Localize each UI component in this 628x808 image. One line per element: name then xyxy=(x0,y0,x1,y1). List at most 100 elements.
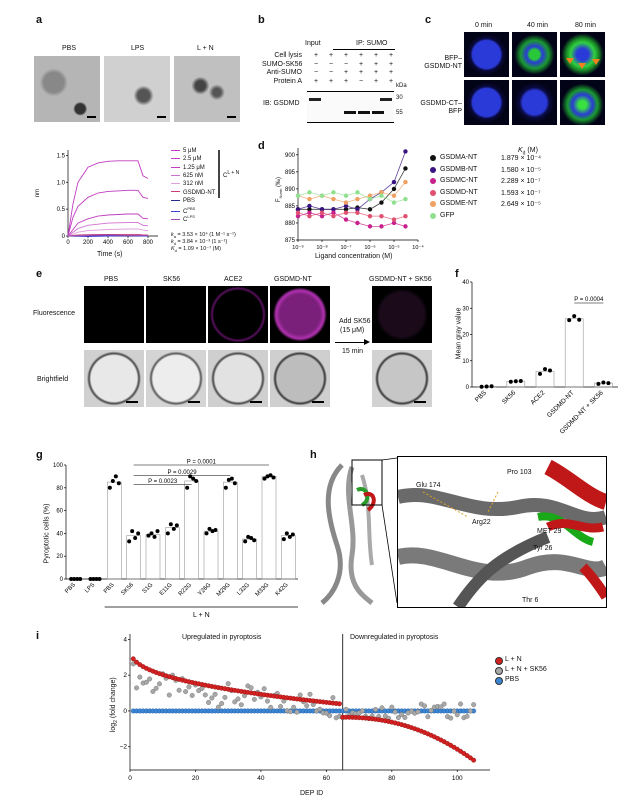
tick-label: 60 xyxy=(56,509,63,515)
col-pbs: PBS xyxy=(104,276,119,283)
tick-label: 1.0 xyxy=(57,180,66,186)
data-point xyxy=(319,213,325,219)
legend-marker xyxy=(495,677,503,685)
category-label: LPS xyxy=(84,582,96,594)
row-fluorescence: Fluorescence xyxy=(33,310,76,317)
em-image-pbs xyxy=(34,56,100,122)
tick-label: 80 xyxy=(388,775,396,782)
fluor-image xyxy=(84,286,144,343)
data-point xyxy=(606,381,611,386)
data-point-ln-sk56 xyxy=(373,706,378,712)
data-point xyxy=(307,213,312,219)
data-point-ln-sk56 xyxy=(304,703,310,709)
legend-item: CPBS xyxy=(171,206,195,215)
table-cell: − xyxy=(314,60,319,68)
data-point-ln-sk56 xyxy=(458,701,463,707)
tick-label: 885 xyxy=(285,204,296,210)
legend-label: PBS xyxy=(505,676,520,683)
chart-g-plot: 0 20 40 60 80 100 PBS LPS PBS SK56 S1G E11G R22G Y26G… xyxy=(53,460,298,619)
legend-marker xyxy=(495,667,503,675)
em-image-ln xyxy=(174,56,240,122)
data-point-ln xyxy=(337,701,342,707)
bar xyxy=(242,538,257,580)
category-label: SK56 xyxy=(120,582,135,597)
time-40: 40 min xyxy=(527,22,549,29)
micrograph xyxy=(560,80,605,125)
data-point xyxy=(343,203,349,209)
legend-kd-value: 2.289 × 10⁻⁷ xyxy=(501,178,541,185)
legend-swatch xyxy=(171,174,180,176)
fit-line xyxy=(297,191,406,203)
data-point xyxy=(319,210,325,215)
data-point xyxy=(343,193,349,198)
data-point xyxy=(246,534,251,539)
tick-label: 80 xyxy=(56,486,63,492)
em-label-ln: L + N xyxy=(197,45,214,52)
brightfield-image xyxy=(270,350,330,407)
legend-label: GSDME-NT xyxy=(440,200,478,207)
tick-label: 20 xyxy=(56,554,63,560)
tick-label: 895 xyxy=(285,170,296,176)
legend-item: GSDMD-NT xyxy=(171,190,215,196)
data-point-ln-sk56 xyxy=(307,691,313,697)
tick-label: 0 xyxy=(66,240,70,246)
table-cell: + xyxy=(389,77,394,85)
data-point xyxy=(262,476,267,481)
table-cell: + xyxy=(314,52,319,59)
data-point xyxy=(367,207,373,212)
kinetics-line: Kd = 1.09 × 10⁻⁷ (M) xyxy=(171,246,221,253)
data-point xyxy=(130,529,135,534)
fit-line xyxy=(297,212,406,221)
brace-label: CL + N xyxy=(223,170,240,179)
legend-swatch xyxy=(171,211,180,213)
em-image-lps xyxy=(104,56,170,122)
legend-item: 1.25 μM xyxy=(171,165,205,171)
tick-label: 900 xyxy=(285,153,296,159)
data-point-ln-sk56 xyxy=(415,709,421,715)
data-point-ln-sk56 xyxy=(297,692,303,698)
binding-affinity-chart: 875 880 885 890 895 900 10⁻⁹ 10⁻⁸ 10⁻⁷ 10⁻⁶ 10⁻⁵ 10… xyxy=(285,148,424,251)
data-point xyxy=(91,577,96,581)
legend-label: GSDMC-NT xyxy=(440,177,478,184)
data-point xyxy=(168,522,173,527)
legend-label: PBS xyxy=(183,197,196,204)
panel-label-d: d xyxy=(258,140,265,152)
panel-label-e: e xyxy=(36,268,43,280)
time-80: 80 min xyxy=(575,22,597,29)
data-point-ln-sk56 xyxy=(235,696,241,702)
data-point xyxy=(136,531,141,536)
data-point xyxy=(149,531,154,536)
legend-marker xyxy=(430,201,436,207)
data-point xyxy=(367,213,373,219)
data-point-ln-sk56 xyxy=(251,696,257,702)
series-line xyxy=(67,213,149,237)
group-label: L + N xyxy=(193,612,210,619)
data-point-ln-sk56 xyxy=(265,698,270,704)
fluor-image xyxy=(208,286,268,343)
bar xyxy=(223,481,238,580)
category-label: ACE2 xyxy=(529,389,546,406)
tick-label: 10 xyxy=(462,359,469,365)
data-point xyxy=(567,318,572,323)
table-cell: + xyxy=(329,77,334,85)
data-point xyxy=(223,485,228,490)
em-label-lps: LPS xyxy=(131,45,145,52)
header-input: Input xyxy=(305,40,321,47)
data-point xyxy=(367,196,373,202)
kinetics-symbol: k xyxy=(171,239,174,245)
tick-label: 400 xyxy=(103,240,114,246)
data-point xyxy=(243,539,248,544)
structure-overview xyxy=(320,457,397,605)
data-point xyxy=(403,224,408,229)
series-line xyxy=(67,234,148,237)
data-point-ln-sk56 xyxy=(399,712,405,717)
data-point xyxy=(307,196,312,202)
legend-kd-value: 2.649 × 10⁻⁵ xyxy=(501,201,541,208)
kinetics-line: kd = 3.84 × 10⁻³ (1 s⁻¹) xyxy=(171,239,227,246)
data-point xyxy=(88,577,93,581)
table-cell: + xyxy=(314,77,319,85)
category-label: Y26G xyxy=(197,582,212,597)
category-label: R22G xyxy=(178,582,194,598)
data-point-ln-sk56 xyxy=(147,676,153,682)
